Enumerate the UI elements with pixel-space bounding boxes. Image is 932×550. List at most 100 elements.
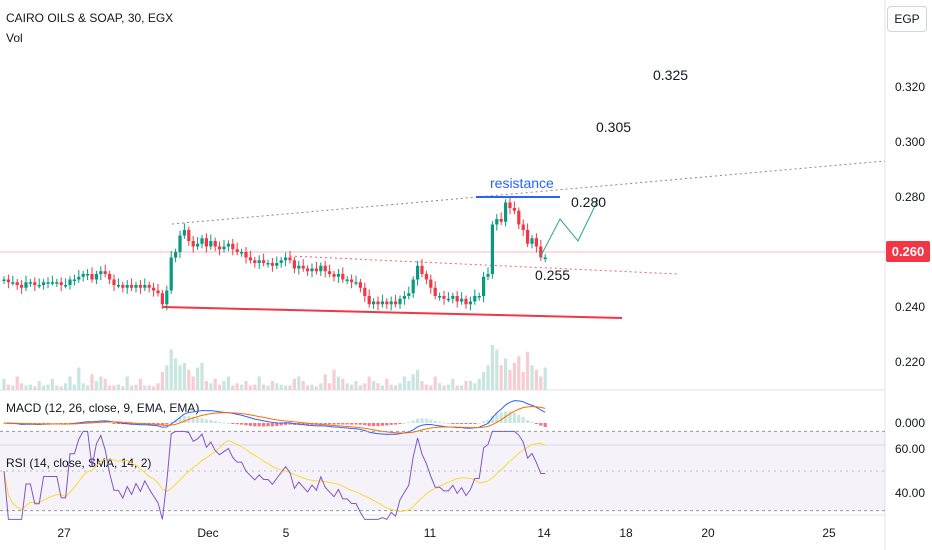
candle-body xyxy=(209,241,213,247)
macd-histogram-bar xyxy=(451,423,455,424)
macd-histogram-bar xyxy=(411,420,415,423)
candle-body xyxy=(354,282,358,284)
macd-histogram-bar xyxy=(275,423,279,427)
candle-body xyxy=(508,202,512,208)
candle-body xyxy=(526,230,530,244)
volume-bar xyxy=(138,378,142,390)
volume-bar xyxy=(398,383,402,390)
macd-histogram-bar xyxy=(182,415,186,423)
candle-body xyxy=(284,257,288,261)
volume-bar xyxy=(196,367,200,390)
candle-body xyxy=(33,282,37,285)
volume-bar xyxy=(332,369,336,390)
volume-bar xyxy=(20,383,24,390)
volume-bar xyxy=(539,376,543,390)
rsi-line xyxy=(3,430,546,521)
time-tick-label: 14 xyxy=(537,526,551,540)
candle-body xyxy=(174,252,178,258)
macd-histogram-bar xyxy=(213,420,217,423)
macd-histogram-bar xyxy=(438,421,442,423)
macd-histogram-bar xyxy=(270,423,274,427)
volume-bar xyxy=(438,383,442,390)
volume-bar xyxy=(33,386,37,390)
candle-body xyxy=(297,265,301,269)
macd-histogram-bar xyxy=(477,422,481,424)
candle-body xyxy=(521,224,525,230)
candle-body xyxy=(169,257,173,291)
macd-histogram-bar xyxy=(341,423,345,425)
macd-histogram-bar xyxy=(468,423,472,424)
macd-histogram-bar xyxy=(521,417,525,423)
macd-histogram-bar xyxy=(394,423,398,425)
volume-bar xyxy=(213,378,217,390)
currency-button[interactable]: EGP xyxy=(887,6,927,32)
macd-histogram-bar xyxy=(279,423,283,426)
candle-body xyxy=(143,285,147,288)
macd-histogram-bar xyxy=(455,423,459,424)
volume-bar xyxy=(336,376,340,390)
macd-histogram-bar xyxy=(266,423,270,427)
candle-body xyxy=(376,301,380,305)
candle-body xyxy=(235,249,239,252)
macd-histogram-bar xyxy=(350,423,354,425)
volume-bar xyxy=(424,384,428,390)
volume-bar xyxy=(103,378,107,390)
candle-body xyxy=(64,285,68,287)
candle-body xyxy=(517,210,521,225)
volume-bar xyxy=(394,385,398,390)
macd-histogram-bar xyxy=(499,412,503,423)
macd-histogram-bar xyxy=(152,423,156,425)
candle-body xyxy=(363,287,367,296)
volume-bar xyxy=(81,383,85,390)
candle-body xyxy=(94,274,98,280)
candle-body xyxy=(460,298,464,302)
target-label-0255: 0.255 xyxy=(535,267,570,283)
macd-histogram-bar xyxy=(407,422,411,424)
candle-body xyxy=(204,238,208,247)
candle-body xyxy=(442,296,446,299)
candle-body xyxy=(477,296,481,298)
time-tick-label: 20 xyxy=(701,526,715,540)
macd-histogram-bar xyxy=(372,423,376,427)
volume-bar xyxy=(543,367,547,390)
candle-body xyxy=(182,230,186,236)
signal-line xyxy=(3,406,546,434)
time-tick-label: 5 xyxy=(283,526,290,540)
macd-histogram-bar xyxy=(433,420,437,423)
candle-body xyxy=(178,235,182,252)
candle-body xyxy=(279,260,283,263)
candle-body xyxy=(385,301,389,305)
volume-bar xyxy=(306,385,310,390)
price-tick-label: 0.300 xyxy=(895,135,925,149)
candle-body xyxy=(539,246,543,258)
volume-bar xyxy=(2,378,6,390)
candle-body xyxy=(262,260,266,263)
macd-histogram-bar xyxy=(240,423,244,425)
volume-bar xyxy=(460,385,464,390)
candle-body xyxy=(116,285,120,287)
candle-body xyxy=(358,282,362,288)
volume-bar xyxy=(446,384,450,390)
volume-bar xyxy=(244,381,248,390)
target-label-0305: 0.305 xyxy=(596,119,631,135)
candle-body xyxy=(244,252,248,258)
candle-body xyxy=(59,282,63,285)
volume-bar xyxy=(354,381,358,390)
time-tick-label: Dec xyxy=(197,526,218,540)
macd-histogram-bar xyxy=(389,423,393,425)
volume-bar xyxy=(314,386,318,390)
candle-body xyxy=(231,243,235,250)
volume-bar xyxy=(248,385,252,390)
candle-body xyxy=(433,287,437,296)
rsi-band xyxy=(0,431,885,511)
volume-bar xyxy=(473,383,477,390)
candle-body xyxy=(468,301,472,305)
candle-body xyxy=(495,219,499,225)
volume-bar xyxy=(235,383,239,390)
volume-bar xyxy=(191,376,195,390)
macd-histogram-bar xyxy=(363,423,367,426)
candle-body xyxy=(257,260,261,263)
volume-bar xyxy=(385,378,389,390)
volume-bar xyxy=(402,376,406,390)
